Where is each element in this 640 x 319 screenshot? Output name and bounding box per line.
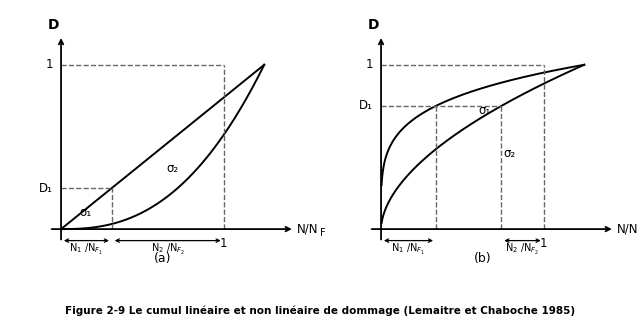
Text: N/N: N/N [297, 223, 318, 236]
Text: 1: 1 [45, 58, 53, 71]
Text: 1: 1 [540, 237, 547, 250]
Text: N$_2$ /N$_{F_2}$: N$_2$ /N$_{F_2}$ [506, 242, 540, 257]
Text: D: D [47, 18, 59, 32]
Text: 1: 1 [220, 237, 227, 250]
Text: 1: 1 [365, 58, 373, 71]
Text: σ₁: σ₁ [479, 104, 491, 117]
Text: σ₂: σ₂ [503, 147, 515, 160]
Text: N$_1$ /N$_{F_1}$: N$_1$ /N$_{F_1}$ [391, 242, 426, 257]
Text: D₁: D₁ [39, 182, 53, 195]
Text: D₁: D₁ [359, 100, 373, 112]
Text: N$_2$ /N$_{F_2}$: N$_2$ /N$_{F_2}$ [150, 242, 185, 257]
Text: σ₁: σ₁ [79, 206, 92, 219]
Text: D: D [367, 18, 379, 32]
Text: N$_1$ /N$_{F_1}$: N$_1$ /N$_{F_1}$ [69, 242, 104, 257]
Text: (b): (b) [474, 252, 492, 265]
Text: F: F [320, 228, 326, 238]
Text: σ₂: σ₂ [166, 162, 179, 175]
Text: (a): (a) [154, 252, 172, 265]
Text: N/N: N/N [617, 223, 638, 236]
Text: Figure 2-9 Le cumul linéaire et non linéaire de dommage (Lemaitre et Chaboche 19: Figure 2-9 Le cumul linéaire et non liné… [65, 305, 575, 316]
